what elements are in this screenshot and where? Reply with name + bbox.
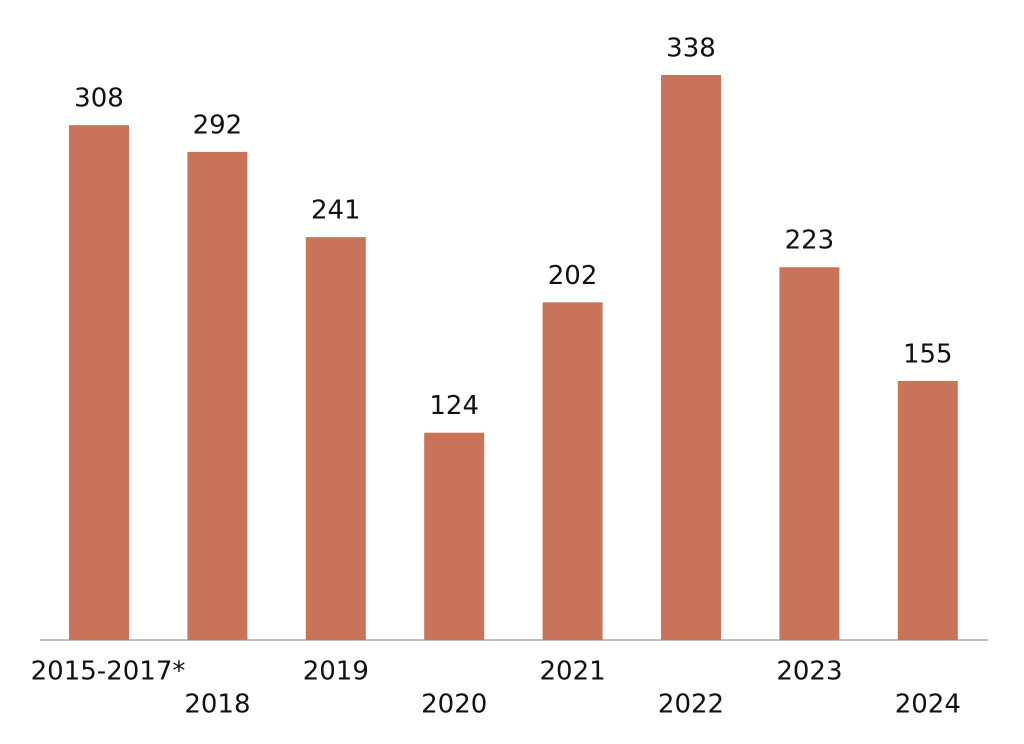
value-label: 308	[74, 84, 124, 114]
bar	[424, 432, 485, 640]
bar	[187, 151, 248, 640]
bar	[897, 380, 958, 640]
x-tick-label: 2021	[540, 657, 606, 687]
x-tick-label: 2018	[184, 690, 250, 720]
x-tick-label: 2020	[421, 690, 487, 720]
value-label: 155	[903, 339, 953, 369]
value-label: 124	[429, 391, 479, 421]
value-label: 223	[785, 226, 835, 256]
x-tick-label: 2019	[303, 657, 369, 687]
bar	[542, 302, 603, 640]
x-tick-label: 2015-2017*	[31, 657, 186, 687]
value-label: 292	[193, 110, 243, 140]
bar	[69, 125, 129, 640]
bar	[661, 75, 721, 640]
x-tick-label: 2024	[895, 690, 961, 720]
value-label: 241	[311, 196, 361, 226]
bar	[779, 267, 840, 640]
bar	[305, 237, 366, 641]
x-tick-label: 2022	[658, 690, 724, 720]
value-label: 338	[666, 34, 716, 64]
x-tick-label: 2023	[776, 657, 842, 687]
value-label: 202	[548, 261, 598, 291]
